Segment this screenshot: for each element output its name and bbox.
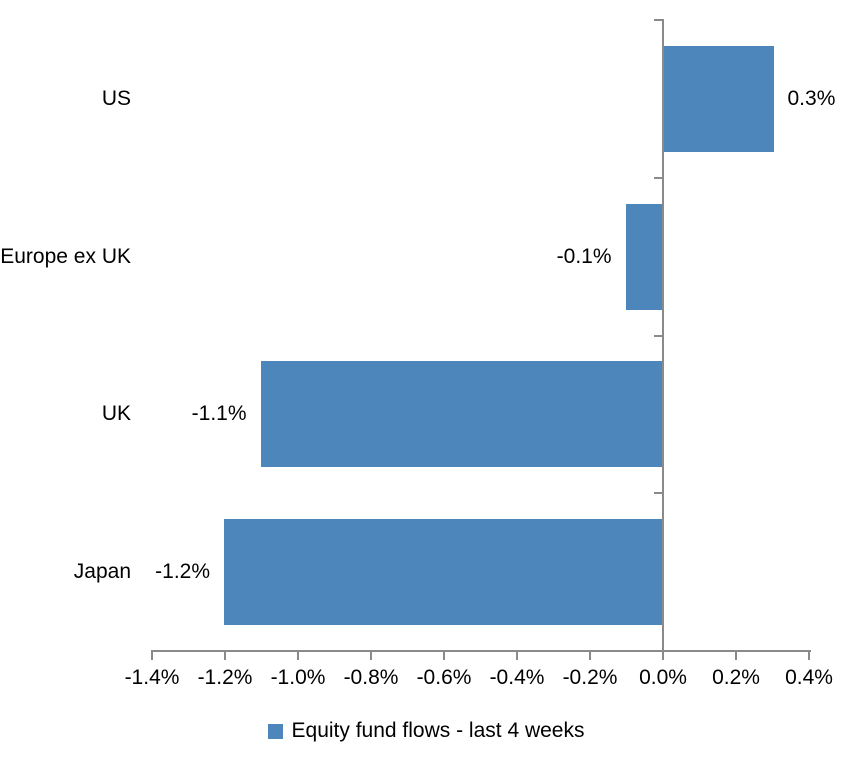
x-axis-tick: [808, 650, 810, 660]
x-axis-tick: [516, 650, 518, 660]
x-axis-tick-label: 0.4%: [785, 666, 833, 689]
data-label-uk: -1.1%: [191, 402, 247, 426]
category-label-europe-ex-uk: Europe ex UK: [0, 244, 131, 268]
x-axis-tick: [151, 650, 153, 660]
bar-us: [664, 45, 774, 152]
x-axis-tick-label: -1.0%: [270, 666, 326, 689]
data-label-japan: -1.2%: [155, 560, 210, 584]
bar-uk: [260, 361, 662, 468]
legend-marker-square: [267, 723, 283, 739]
x-axis-tick-label: -1.2%: [197, 666, 253, 689]
bar-europe-ex-uk: [625, 203, 662, 310]
legend: Equity fund flows - last 4 weeks: [0, 715, 852, 747]
data-label-us: 0.3%: [787, 86, 836, 110]
x-axis-tick: [735, 650, 737, 660]
bar-japan: [224, 519, 662, 626]
y-axis-zero-line: [662, 19, 664, 651]
x-axis-tick-label: 0.2%: [712, 666, 760, 689]
x-axis-tick-label: -0.4%: [489, 666, 545, 689]
x-axis-tick: [443, 650, 445, 660]
x-axis-tick: [224, 650, 226, 660]
data-label-europe-ex-uk: -0.1%: [556, 244, 612, 268]
x-axis-tick: [297, 650, 299, 660]
x-axis-tick: [370, 650, 372, 660]
category-label-uk: UK: [101, 402, 131, 426]
x-axis-tick-label: 0.0%: [639, 666, 687, 689]
x-axis-tick: [589, 650, 591, 660]
x-axis-line: [152, 650, 811, 652]
category-label-us: US: [101, 86, 131, 110]
category-label-japan: Japan: [73, 560, 131, 584]
x-axis-tick: [662, 650, 664, 660]
category-boundary-tick: [654, 492, 663, 495]
x-axis-tick-label: -0.6%: [416, 666, 472, 689]
x-axis-tick-label: -1.4%: [124, 666, 180, 689]
category-boundary-tick: [654, 19, 663, 21]
category-boundary-tick: [654, 334, 663, 337]
category-boundary-tick: [654, 176, 663, 179]
legend-label: Equity fund flows - last 4 weeks: [291, 719, 585, 742]
x-axis-tick-label: -0.2%: [562, 666, 618, 689]
x-axis-tick-label: -0.8%: [343, 666, 399, 689]
